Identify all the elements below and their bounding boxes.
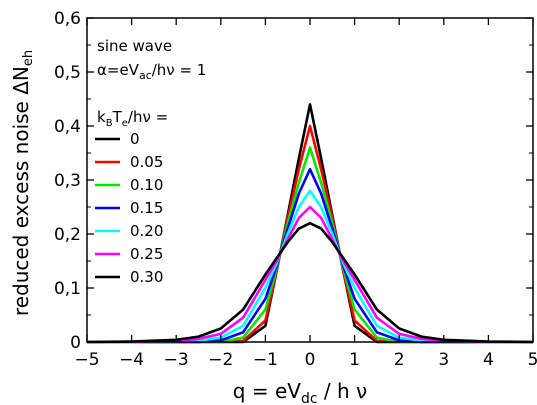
x-tick-label: 1 [349, 350, 360, 370]
x-tick-label: −3 [164, 350, 189, 370]
y-tick-label: 0 [70, 333, 81, 353]
ticks-group: −5 −4 −3 −2 −1 0 1 2 3 4 5 0 0,1 0,2 0,3 0,4 0,5 0,6 [54, 9, 537, 370]
x-axis-label: q = eVdc / h ν [233, 379, 367, 405]
y-tick-label: 0,4 [54, 117, 81, 137]
x-tick-label: 4 [483, 350, 494, 370]
legend-label: 0.10 [130, 176, 163, 194]
series-line-0-30 [86, 221, 534, 344]
x-tick-label: −1 [253, 350, 278, 370]
x-axis-label-post: / h ν [318, 379, 368, 403]
legend-title-k: k [97, 108, 106, 126]
legend-label: 0 [130, 130, 140, 148]
legend-label: 0.20 [130, 222, 163, 240]
x-tick-label: −5 [74, 350, 99, 370]
y-tick-label: 0,5 [54, 63, 81, 83]
y-tick-label: 0,1 [54, 279, 81, 299]
x-tick-label: −4 [119, 350, 144, 370]
legend-title-t: T [112, 108, 123, 126]
y-axis-label: reduced excess noise ΔNeh [9, 50, 36, 316]
legend-title-rest: /hν = [128, 108, 168, 126]
legend-label: 0.25 [130, 245, 163, 263]
x-tick-label: 5 [528, 350, 537, 370]
x-tick-label: −2 [208, 350, 233, 370]
legend-label: 0.15 [130, 199, 163, 217]
legend-title: kBTe/hν = [97, 108, 168, 129]
y-tick-label: 0,2 [54, 225, 81, 245]
x-tick-label: 0 [305, 350, 316, 370]
annotation-line2: α=eVac/hν = 1 [97, 61, 206, 82]
y-tick-label: 0,3 [54, 171, 81, 191]
series-line-0-20 [87, 189, 533, 344]
series-line-0-25 [87, 205, 533, 344]
legend-label: 0.05 [130, 153, 163, 171]
x-axis-label-sub: dc [301, 391, 318, 405]
legend: 0 0.05 0.10 0.15 0.20 0.25 0.30 [95, 130, 163, 286]
annotation-line1: sine wave [97, 37, 172, 55]
annotation-line2-post: /hν = 1 [152, 61, 207, 79]
x-axis-label-pre: q = eV [233, 379, 301, 403]
y-axis-label-main: reduced excess noise ΔN [9, 66, 33, 316]
legend-title-e: e [122, 118, 128, 129]
legend-title-b: B [106, 118, 113, 129]
annotation-line2-pre: α=eV [97, 61, 140, 79]
y-tick-label: 0,6 [54, 9, 81, 29]
legend-label: 0.30 [130, 268, 163, 286]
y-axis-label-sub: eh [21, 50, 36, 66]
x-tick-label: 2 [394, 350, 405, 370]
annotation-line2-sub: ac [139, 69, 152, 82]
x-tick-label: 3 [438, 350, 449, 370]
